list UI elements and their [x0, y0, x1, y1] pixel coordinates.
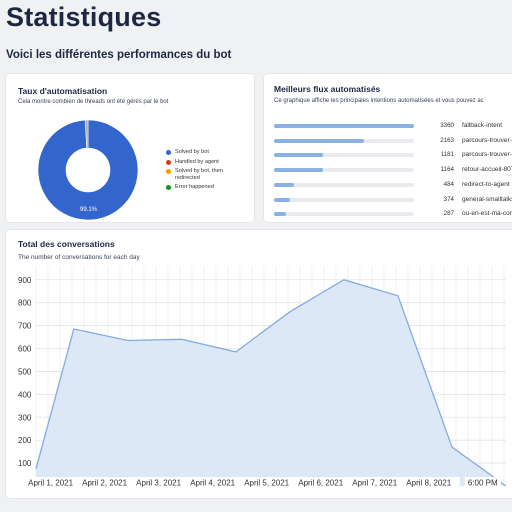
- legend-item[interactable]: Handled by agent: [166, 159, 246, 166]
- y-tick-label: 100: [18, 459, 32, 468]
- page-subtitle: Voici les différentes performances du bo…: [6, 49, 232, 61]
- flow-count: 2163: [440, 136, 454, 144]
- x-tick-bg: [19, 477, 82, 488]
- x-tick-bg: [235, 477, 298, 488]
- x-tick-bg: [289, 477, 352, 488]
- flow-name: parcours-trouver-m: [462, 151, 512, 159]
- flow-name: ou-en-est-ma-comr: [462, 210, 512, 218]
- y-tick-label: 500: [18, 367, 32, 376]
- flow-bar-fill: [274, 138, 365, 143]
- donut-slice-0[interactable]: [37, 119, 139, 221]
- flow-name: fallback-intent: [462, 122, 503, 129]
- y-tick-label: 800: [18, 299, 32, 308]
- donut-slice-1[interactable]: [84, 119, 89, 149]
- flow-bar-track: [274, 197, 414, 202]
- legend-dot-icon: [166, 150, 171, 155]
- x-tick-bg: [397, 477, 460, 488]
- automation-rate-title: Taux d'automatisation: [18, 86, 108, 96]
- x-tick-label: April 7, 2021: [352, 479, 397, 488]
- flow-row[interactable]: 2163 parcours-trouver-m: [274, 137, 512, 147]
- y-tick-label: 900: [18, 276, 32, 285]
- x-tick-bg: [181, 477, 244, 488]
- donut-percent-label: 99.1%: [80, 207, 98, 213]
- flow-bar-track: [274, 138, 414, 143]
- x-tick-label: April 6, 2021: [298, 479, 343, 488]
- x-tick-bg: [73, 477, 136, 488]
- top-flows-title: Meilleurs flux automatisés: [274, 84, 381, 94]
- conversations-area-chart[interactable]: 100 200 300 400 500 600 700 800 900 April 1, 2021…: [6, 230, 512, 498]
- top-flows-card: Meilleurs flux automatisés Ce graphique …: [264, 74, 512, 222]
- flow-bar-fill: [274, 168, 323, 173]
- legend-label: Solved by bot, then redirected: [175, 168, 223, 181]
- legend-item[interactable]: Solved by bot: [166, 149, 246, 156]
- flow-row[interactable]: 374 general-smalltalks-l: [274, 196, 512, 206]
- x-tick-label: April 2, 2021: [82, 479, 127, 488]
- flow-row[interactable]: 484 redirect-to-agent: [274, 181, 512, 191]
- total-conversations-title: Total des conversations: [18, 239, 115, 249]
- flow-name: general-smalltalks-l: [462, 195, 512, 203]
- flow-row[interactable]: 1164 retour-accueil-8071: [274, 166, 512, 176]
- flow-count: 1181: [440, 151, 454, 159]
- flow-bar-track: [274, 212, 414, 217]
- flow-name: retour-accueil-8071: [462, 166, 512, 174]
- flow-row[interactable]: 287 ou-en-est-ma-comr: [274, 210, 512, 220]
- conversations-line[interactable]: [35, 279, 507, 487]
- x-tick-label: April 4, 2021: [190, 479, 235, 488]
- flow-bar-fill: [274, 212, 286, 217]
- automation-donut-chart[interactable]: [36, 118, 140, 222]
- x-tick-label: April 1, 2021: [28, 479, 73, 488]
- x-tick-bg: [464, 477, 501, 488]
- automation-rate-description: Cela montre combien de threads ont été g…: [18, 99, 169, 105]
- flow-bar-fill: [274, 153, 324, 158]
- legend-dot-icon: [166, 185, 171, 190]
- x-tick-label: April 5, 2021: [244, 479, 289, 488]
- flow-bar-fill: [274, 124, 414, 128]
- legend-item[interactable]: Solved by bot, then redirected: [166, 168, 246, 181]
- flow-row[interactable]: 3360 fallback-intent: [274, 122, 512, 132]
- y-tick-label: 600: [18, 345, 32, 354]
- x-tick-label: 6:00 PM: [468, 479, 498, 488]
- flow-count: 1164: [440, 166, 454, 174]
- flow-count: 374: [443, 195, 454, 203]
- y-tick-label: 200: [18, 436, 32, 445]
- flow-name: parcours-trouver-m: [462, 136, 512, 144]
- legend-dot-icon: [166, 169, 171, 174]
- x-tick-bg: [343, 477, 406, 488]
- automation-rate-card: Taux d'automatisation Cela montre combie…: [6, 74, 254, 222]
- flow-count: 484: [443, 180, 454, 188]
- flow-row[interactable]: 1181 parcours-trouver-m: [274, 151, 512, 161]
- donut-legend: Solved by bot Handled by agent Solved by b…: [166, 149, 246, 194]
- total-conversations-description: The number of conversations for each day: [18, 254, 140, 261]
- flow-bar-fill: [274, 182, 295, 187]
- y-tick-label: 400: [18, 390, 32, 399]
- x-tick-label: April 3, 2021: [136, 479, 181, 488]
- legend-label: Error happened: [175, 184, 214, 190]
- top-flows-description: Ce graphique affiche les principales int…: [274, 98, 484, 104]
- legend-item[interactable]: Error happened: [166, 184, 246, 191]
- x-tick-label: April 8, 2021: [406, 479, 451, 488]
- flow-bar-track: [274, 182, 414, 187]
- flow-bar-track: [274, 124, 414, 128]
- page-title: Statistiques: [6, 2, 162, 32]
- legend-dot-icon: [166, 159, 171, 165]
- conversations-area: [36, 279, 506, 486]
- flow-count: 287: [443, 210, 454, 218]
- flow-bar-track: [274, 153, 414, 158]
- legend-label: Solved by bot: [175, 149, 209, 155]
- flow-name: redirect-to-agent: [462, 180, 510, 188]
- y-tick-label: 300: [18, 413, 32, 422]
- legend-label: Handled by agent: [175, 158, 219, 165]
- y-tick-label: 700: [18, 322, 32, 331]
- x-tick-bg: [127, 477, 190, 488]
- flow-bar-track: [274, 168, 414, 173]
- flow-count: 3360: [440, 122, 454, 129]
- total-conversations-card: Total des conversations The number of co…: [6, 230, 512, 498]
- flow-bar-fill: [274, 197, 290, 202]
